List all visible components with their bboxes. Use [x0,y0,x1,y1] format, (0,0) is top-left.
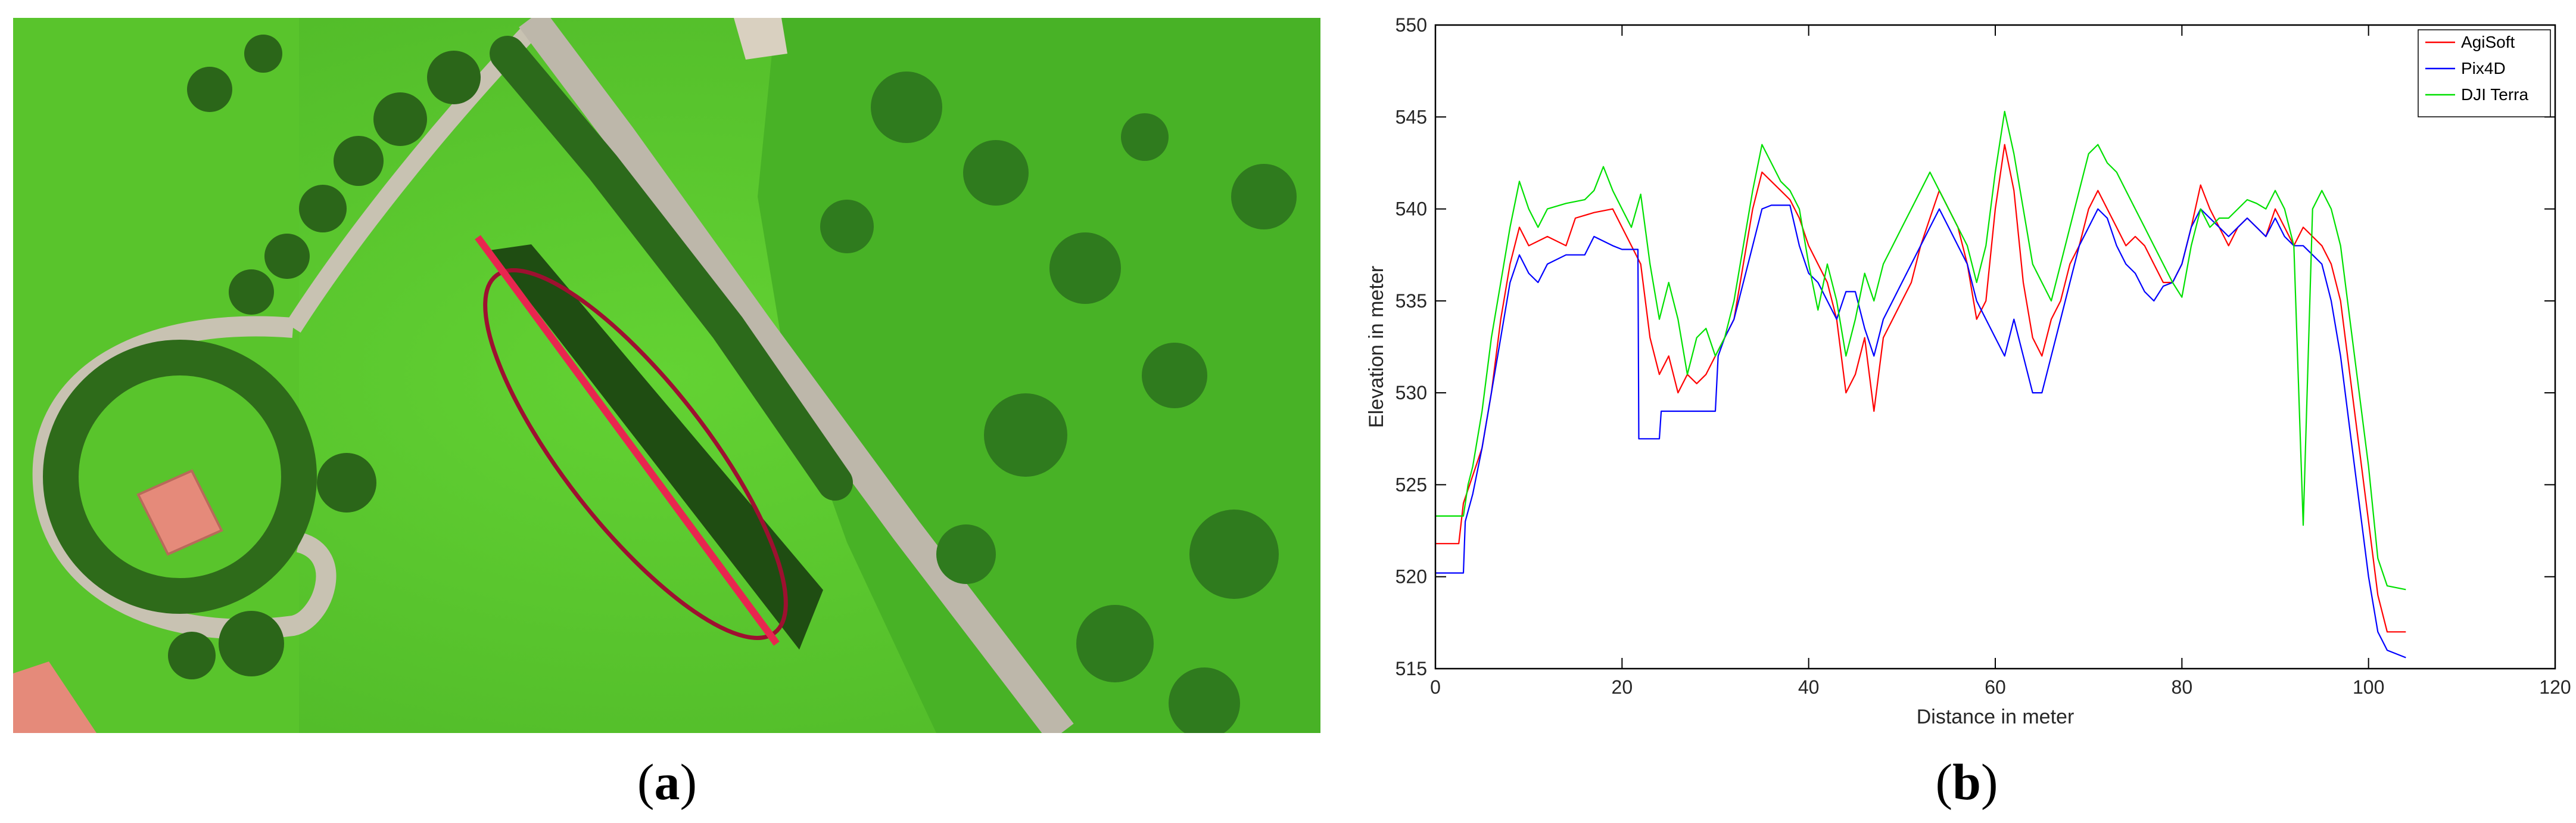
x-tick-label: 20 [1612,676,1633,698]
hedge-ring [43,340,317,614]
x-axis-ticks: 0 20 40 60 80 100 120 [1430,25,2571,698]
y-axis-label: Elevation in meter [1365,266,1388,428]
chart-legend: AgiSoft Pix4D DJI Terra [2418,29,2551,117]
x-tick-label: 100 [2353,676,2384,698]
highlight-ellipse [483,268,788,640]
x-tick-label: 60 [1985,676,2006,698]
y-tick-label: 520 [1396,566,1427,588]
x-tick-label: 80 [2172,676,2193,698]
y-tick-label: 545 [1396,106,1427,128]
series-line-2 [1435,204,2406,659]
elevation-chart: 0 20 40 60 80 100 120 515 520 525 530 535 540 545 550… [1346,0,2576,745]
tree-row [490,244,823,650]
panel-label-a: (a) [637,753,697,810]
series-line-1 [1435,144,2406,633]
main-road [519,18,1074,733]
y-tick-label: 530 [1396,382,1427,403]
y-tick-label: 515 [1396,658,1427,679]
legend-entry: Pix4D [2461,59,2506,77]
x-axis-label: Distance in meter [1917,706,2074,728]
legend-entry: AgiSoft [2461,33,2515,51]
roadside-trees [490,36,853,501]
corner-roof [13,661,96,733]
legend-entry: DJI Terra [2461,85,2528,104]
lane-trees [168,35,481,679]
panel-label-b: (b) [1935,753,1998,810]
x-tick-label: 120 [2539,676,2571,698]
plot-frame [1434,24,2556,670]
plot-lines [1435,110,2406,659]
series-line-3 [1435,110,2406,591]
y-tick-label: 550 [1396,14,1427,36]
aerial-photo [13,18,1320,733]
y-axis-ticks: 515 520 525 530 535 540 545 550 [1396,14,2555,679]
shed-roof [734,18,787,60]
x-tick-label: 40 [1798,676,1820,698]
aerial-photo-svg [13,18,1320,733]
y-tick-label: 535 [1396,290,1427,312]
legend-box [2418,29,2551,117]
y-tick-label: 525 [1396,474,1427,495]
right-vegetation [758,18,1320,733]
side-lane [285,23,538,333]
profile-line [475,235,780,646]
y-tick-label: 540 [1396,198,1427,220]
x-tick-label: 0 [1430,676,1441,698]
building-roof [136,469,223,556]
right-bushes [820,72,1297,733]
elevation-chart-svg: 0 20 40 60 80 100 120 515 520 525 530 535 540 545 550… [1365,14,2571,728]
